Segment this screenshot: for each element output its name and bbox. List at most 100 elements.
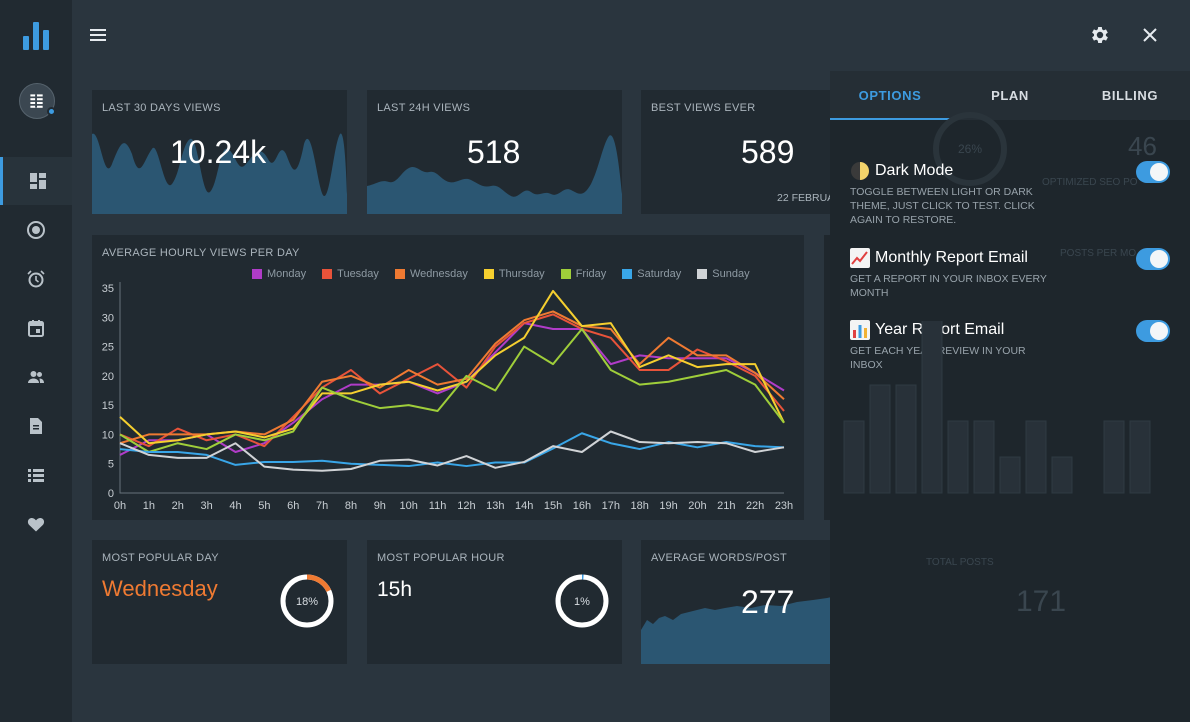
nav-calendar[interactable] [0,304,72,352]
legend-item-friday[interactable]: Friday [560,268,607,280]
nav-list[interactable] [0,451,72,499]
chart-title: AVERAGE HOURLY VIEWS PER DAY [102,247,300,259]
x-tick-label: 2h [172,500,184,512]
card-title: BEST VIEWS EVER [651,102,756,114]
nav-people[interactable] [0,353,72,401]
menu-icon[interactable] [88,24,110,46]
nav-document[interactable] [0,402,72,450]
donut-percent: 18% [296,596,318,608]
legend-swatch [560,269,571,279]
dark-mode-toggle[interactable] [1136,161,1170,183]
list-icon [28,469,44,482]
ghost-posts-label: POSTS PER MO [1060,248,1137,259]
x-tick-label: 5h [258,500,270,512]
logo-icon [21,20,57,50]
donut-progress-arc [280,574,334,628]
series-line-monday [119,322,785,456]
card-title: LAST 30 DAYS VIEWS [102,102,221,114]
legend-label: Friday [575,268,607,280]
legend-item-saturday[interactable]: Saturday [622,268,681,280]
x-tick-label: 17h [602,500,620,512]
hourly-views-chart-card: AVERAGE HOURLY VIEWS PER DAY Monday Tuesd… [92,235,804,520]
ghost-bar-chart [843,321,1151,494]
legend-item-thursday[interactable]: Thursday [483,268,545,280]
x-tick-label: 22h [746,500,764,512]
donut-progress-arc [555,574,609,628]
x-tick-label: 7h [316,500,328,512]
series-line-friday [119,328,785,453]
tab-options[interactable]: OPTIONS [830,71,950,120]
best-date: 22 FEBRUA [777,192,835,204]
legend-swatch [394,269,405,279]
panel-tabs: OPTIONS PLAN BILLING [830,71,1190,120]
card-average-words: AVERAGE WORDS/POST 277 [641,540,841,664]
card-title: AVERAGE WORDS/POST [651,552,787,564]
sparkline-area [641,595,841,664]
y-tick-label: 15 [102,400,114,412]
legend-swatch [322,269,333,279]
ghost-total-label: TOTAL POSTS [926,557,994,568]
series-line-wednesday [119,310,785,445]
nav-record[interactable] [0,206,72,254]
series-line-thursday [119,289,785,445]
close-icon[interactable] [1139,24,1161,46]
alarm-icon [27,270,45,288]
nav-dashboard[interactable] [0,157,72,205]
popular-hour-value: 15h [377,578,413,601]
x-tick-label: 14h [515,500,533,512]
y-tick-label: 20 [102,371,114,383]
avatar-icon [30,94,43,108]
legend-item-tuesday[interactable]: Tuesday [322,268,379,280]
status-dot [47,107,56,116]
legend-item-monday[interactable]: Monday [252,268,306,280]
x-tick-label: 11h [429,500,447,512]
avatar[interactable] [19,83,56,119]
x-tick-label: 9h [374,500,386,512]
legend-swatch [622,269,633,279]
card-popular-hour: MOST POPULAR HOUR 15h 1% [367,540,622,664]
y-tick-label: 30 [102,312,114,324]
nav-alarm[interactable] [0,255,72,303]
popular-day-value: Wednesday [102,576,218,601]
ghost-total-value: 171 [1016,585,1067,618]
tab-plan[interactable]: PLAN [991,88,1029,103]
donut-popular-hour: 1% [555,574,609,628]
monthly-report-toggle[interactable] [1136,248,1170,270]
tab-billing[interactable]: BILLING [1101,88,1159,103]
card-last-30-days: LAST 30 DAYS VIEWS 10.24k [92,90,347,214]
chart-axis [119,282,784,494]
card-title: MOST POPULAR DAY [102,552,219,564]
sparkline-area [367,135,622,214]
series-line-sunday [119,430,785,472]
x-tick-label: 0h [114,500,126,512]
legend-item-wednesday[interactable]: Wednesday [394,268,468,280]
gear-icon[interactable] [1089,24,1111,46]
card-best-views: BEST VIEWS EVER 589 22 FEBRUA [641,90,841,214]
x-tick-label: 23h [775,500,793,512]
sparkline-area [92,133,347,214]
donut-popular-day: 18% [280,574,334,628]
legend-label: Thursday [498,268,545,280]
chart-up-icon [850,248,870,268]
moon-icon [851,162,869,180]
ghost-seo-percent: 26% [958,142,982,156]
card-title: LAST 24H VIEWS [377,102,471,114]
legend-label: Tuesday [337,268,379,280]
people-icon [28,371,44,383]
legend-item-sunday[interactable]: Sunday [697,268,750,280]
legend-label: Wednesday [409,268,468,280]
x-tick-label: 1h [143,500,155,512]
x-tick-label: 12h [457,500,475,512]
x-tick-label: 8h [345,500,357,512]
option-desc: GET A REPORT IN YOUR INBOX EVERY MONTH [850,273,1047,299]
y-tick-label: 0 [108,488,114,500]
series-line-tuesday [119,313,785,448]
document-icon [30,418,42,434]
year-report-toggle[interactable] [1136,320,1170,342]
legend-label: Saturday [637,268,682,280]
x-tick-label: 4h [229,500,241,512]
card-value: 589 [741,134,795,170]
legend-swatch [483,269,494,279]
nav-favorites[interactable] [0,500,72,548]
